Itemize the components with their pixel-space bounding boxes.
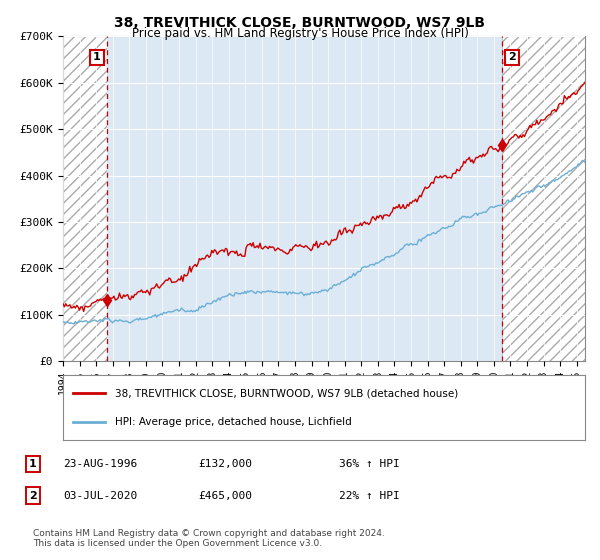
- Text: 23-AUG-1996: 23-AUG-1996: [63, 459, 137, 469]
- Text: 2: 2: [29, 491, 37, 501]
- Text: 22% ↑ HPI: 22% ↑ HPI: [339, 491, 400, 501]
- Bar: [63, 36, 107, 361]
- Text: HPI: Average price, detached house, Lichfield: HPI: Average price, detached house, Lich…: [115, 417, 352, 427]
- Bar: [107, 36, 502, 361]
- Text: 2: 2: [508, 52, 516, 62]
- Text: 1: 1: [29, 459, 37, 469]
- Text: Contains HM Land Registry data © Crown copyright and database right 2024.
This d: Contains HM Land Registry data © Crown c…: [33, 529, 385, 548]
- Text: 38, TREVITHICK CLOSE, BURNTWOOD, WS7 9LB: 38, TREVITHICK CLOSE, BURNTWOOD, WS7 9LB: [115, 16, 485, 30]
- Text: 1: 1: [93, 52, 101, 62]
- Bar: [502, 36, 585, 361]
- Text: £465,000: £465,000: [198, 491, 252, 501]
- Text: Price paid vs. HM Land Registry's House Price Index (HPI): Price paid vs. HM Land Registry's House …: [131, 27, 469, 40]
- Text: 36% ↑ HPI: 36% ↑ HPI: [339, 459, 400, 469]
- Text: 38, TREVITHICK CLOSE, BURNTWOOD, WS7 9LB (detached house): 38, TREVITHICK CLOSE, BURNTWOOD, WS7 9LB…: [115, 388, 458, 398]
- Text: £132,000: £132,000: [198, 459, 252, 469]
- Text: 03-JUL-2020: 03-JUL-2020: [63, 491, 137, 501]
